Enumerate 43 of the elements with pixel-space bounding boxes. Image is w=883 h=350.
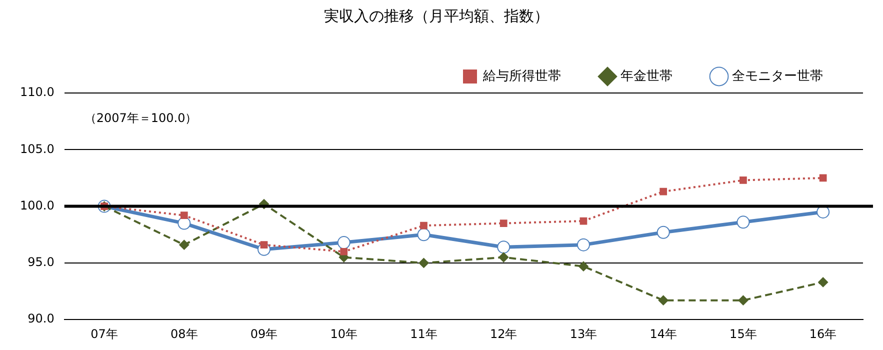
x-tick-label: 14年 [650,326,677,341]
point [819,174,827,182]
x-tick-label: 12年 [490,326,518,341]
x-tick-label: 07年 [90,326,118,341]
point [417,228,430,242]
point [578,261,588,272]
x-tick-label: 11年 [410,326,438,341]
x-tick-label: 15年 [730,326,757,341]
annotation: （2007年＝100.0） [84,111,198,126]
chart-title: 実収入の推移（月平均額、指数） [324,6,549,25]
x-tick-label: 10年 [330,326,358,341]
point [656,226,670,239]
y-tick-label: 105.0 [20,142,54,156]
x-tick-label: 09年 [250,326,278,341]
point [337,236,350,250]
point [736,216,750,229]
x-tick-label: 13年 [570,326,598,341]
point [420,222,428,230]
point [498,252,509,262]
point [740,176,747,184]
y-tick-label: 95.0 [28,255,54,270]
y-tick-label: 110.0 [20,85,54,100]
point [180,212,188,220]
point [658,295,668,306]
x-tick-label: 08年 [170,326,198,341]
point [500,220,508,227]
x-tick-label: 16年 [809,326,837,341]
point [418,258,429,268]
point [738,295,748,306]
point [179,240,190,250]
point [497,240,510,254]
y-tick-label: 100.0 [20,198,54,212]
y-tick-label: 90.0 [28,312,54,326]
point [178,216,191,230]
point [576,238,590,252]
legend-label: 全モニター世帯 [732,68,823,84]
point [580,217,588,225]
point [340,248,348,256]
point [818,277,828,288]
point [660,188,668,196]
legend-label: 給与所得世帯 [482,68,561,84]
point [260,241,268,249]
legend-label: 年金世帯 [620,68,672,84]
